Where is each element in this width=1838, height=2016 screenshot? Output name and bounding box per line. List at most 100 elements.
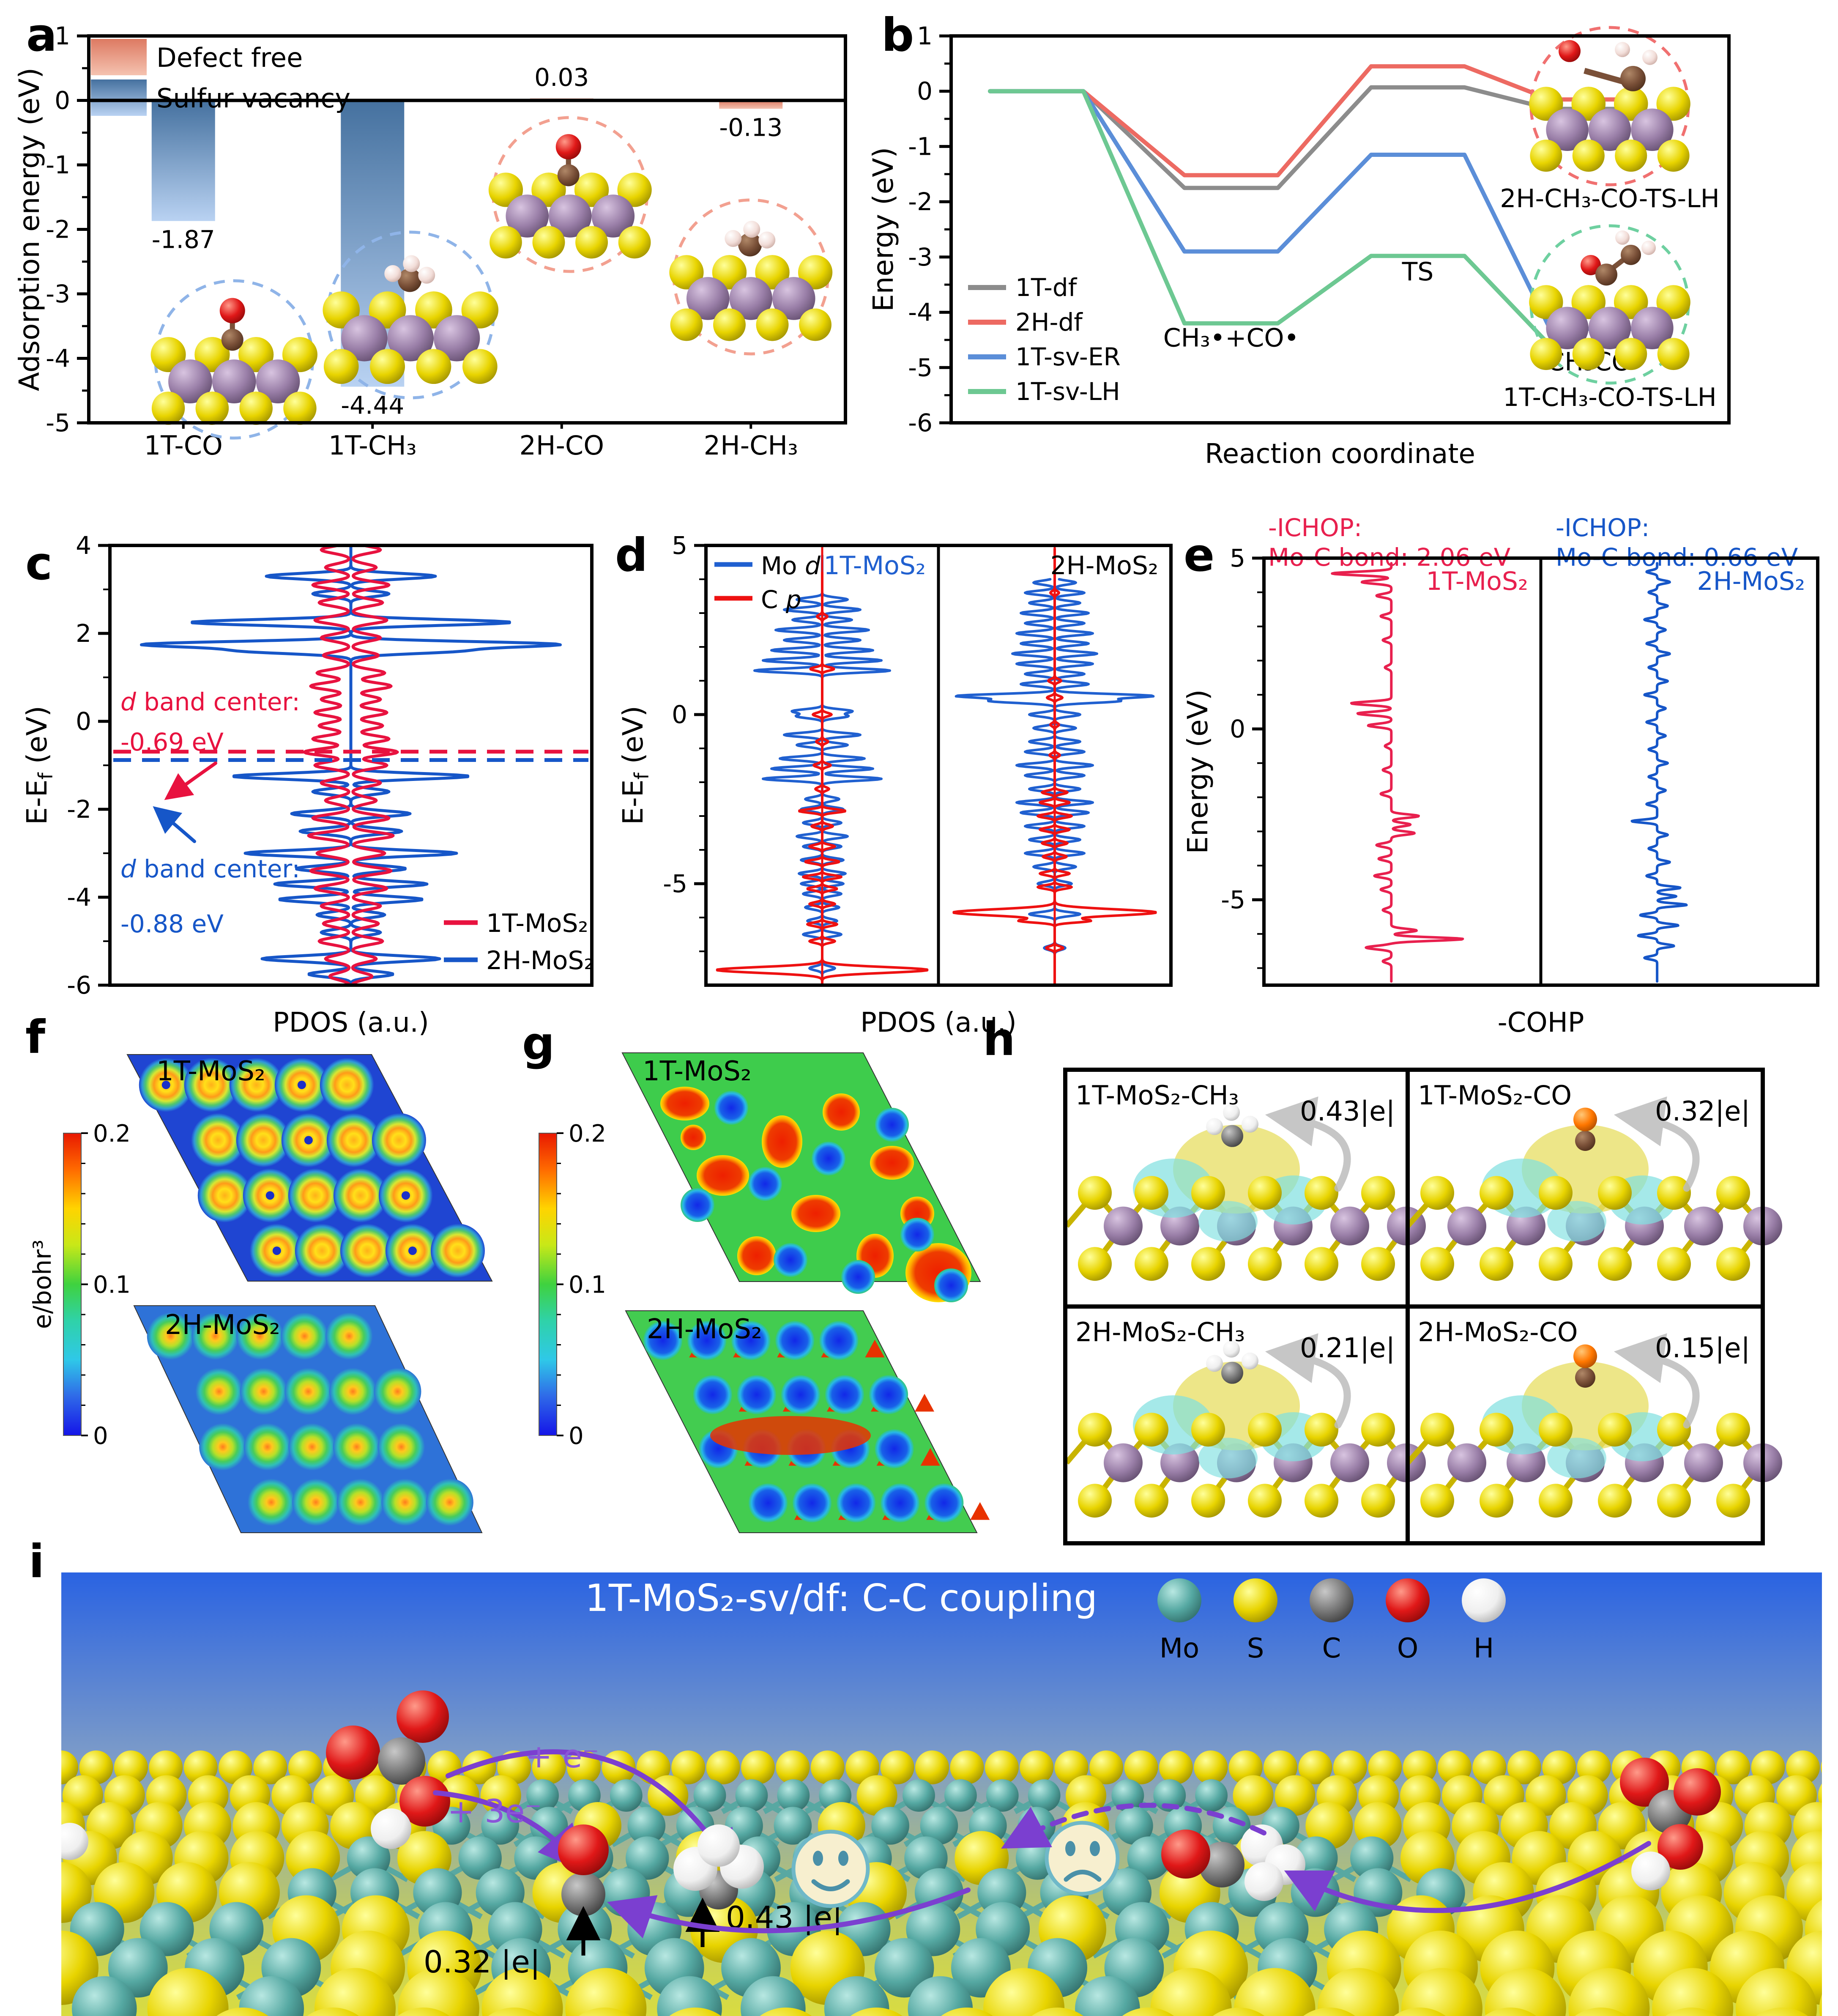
density-atom xyxy=(340,1224,394,1278)
elf-red-blob xyxy=(823,1093,860,1131)
arrow-plus-e xyxy=(446,1749,738,1878)
s-atom xyxy=(1305,1176,1338,1210)
mo-atom xyxy=(481,1807,520,1845)
colorbar xyxy=(63,1133,82,1436)
curve xyxy=(811,1879,850,1891)
elf-blue-dot xyxy=(875,1108,909,1142)
density-atom-core xyxy=(161,1080,170,1089)
panel-letter-f: f xyxy=(25,1011,45,1064)
cell-title: 1T-MoS₂-CH₃ xyxy=(1075,1080,1239,1111)
s-atom xyxy=(1089,1750,1123,1784)
s-atom xyxy=(1135,1247,1168,1281)
s-atom xyxy=(1305,1484,1338,1518)
s-atom xyxy=(238,337,274,373)
s-atom xyxy=(1614,285,1648,319)
cell-title: 1T-MoS₂-CO xyxy=(1418,1080,1572,1111)
s-atom xyxy=(370,349,405,384)
density-atom-core xyxy=(265,1191,274,1200)
axes-box xyxy=(108,544,594,987)
mo-atom xyxy=(610,1779,643,1812)
h-atom xyxy=(1223,1340,1240,1358)
panel-e-cohp-chart: -ICHOP:Mo-C bond: 2.06 eV-ICHOP:Mo-C bon… xyxy=(1182,513,1819,1038)
elf-red-triangle xyxy=(970,1502,990,1520)
elf-red-triangle xyxy=(920,1448,940,1466)
elf-blue-dot xyxy=(924,1483,964,1523)
s-atom xyxy=(574,173,609,207)
s-atom xyxy=(1318,1968,1399,2016)
y-tick-label: 5 xyxy=(1230,544,1245,572)
h-atom xyxy=(384,265,402,282)
s-atom xyxy=(253,1750,287,1784)
density-atom-core xyxy=(408,1246,417,1255)
x-tick-label: 2H-CO xyxy=(519,430,604,461)
density-atom xyxy=(377,1423,425,1471)
c-atom xyxy=(1199,1842,1244,1887)
s-atom xyxy=(1401,1968,1482,2016)
s-atom xyxy=(1305,1413,1338,1447)
cell-title: 2H-MoS₂-CH₃ xyxy=(1075,1317,1245,1348)
elf-blue-dot xyxy=(687,1321,727,1360)
elf-blue-dot xyxy=(774,1243,807,1277)
elf-red-blob xyxy=(870,1146,914,1180)
mo-atom xyxy=(874,1938,934,1998)
cell-value: 0.21|e| xyxy=(1300,1333,1395,1364)
s-atom xyxy=(239,392,273,425)
s-atom xyxy=(669,255,704,290)
s-atom xyxy=(1420,1413,1454,1447)
stage-label: CH₃•+CO• xyxy=(1163,323,1299,353)
density-atom xyxy=(284,1368,332,1416)
s-atom xyxy=(618,226,651,259)
mo-atom xyxy=(1028,1779,1061,1812)
h-atom xyxy=(1641,241,1656,255)
s-atom xyxy=(1716,1413,1750,1447)
density-atom xyxy=(329,1368,377,1416)
s-atom xyxy=(799,308,831,341)
density-atom xyxy=(292,1478,340,1526)
colorbar-tick-label: 0.2 xyxy=(93,1120,131,1148)
elf-blue-dot xyxy=(837,1483,876,1523)
s-atom xyxy=(1212,2008,1265,2016)
elf-blue-dot xyxy=(841,1260,875,1294)
legend-atom-label: H xyxy=(1474,1633,1494,1664)
s-atom xyxy=(915,1750,949,1784)
legend-swatch-sulfur-vacancy xyxy=(91,79,147,116)
s-atom xyxy=(760,2008,812,2016)
y-tick-label: 0 xyxy=(672,700,687,729)
s-atom xyxy=(755,255,790,290)
subpanel-label: 1T-MoS₂ xyxy=(823,551,926,581)
s-atom xyxy=(1305,1247,1338,1281)
s-atom xyxy=(323,349,359,384)
legend-swatch-defect-free xyxy=(91,39,147,75)
y-axis-label: Energy (eV) xyxy=(867,147,900,312)
panel-b-reaction-energy-diagram: 1 0 -1 -2 -3 -4 -5 -6 1T-df 2H-df 1T-sv-ER 1T-sv-LH… xyxy=(867,22,1731,470)
elf-blue-dot xyxy=(869,1375,908,1414)
curve xyxy=(1064,1870,1102,1882)
panel-letter-c: c xyxy=(25,537,53,590)
s-atom xyxy=(532,226,565,259)
s-atom xyxy=(1361,1484,1395,1518)
mo-atom xyxy=(1111,1779,1144,1812)
s-atom xyxy=(1657,140,1690,172)
h-atom xyxy=(743,221,760,238)
s-atom xyxy=(1194,1750,1228,1784)
legend-atom-label: O xyxy=(1397,1633,1418,1664)
s-atom xyxy=(810,1750,845,1784)
mo-atom xyxy=(591,194,635,238)
density-atom xyxy=(184,1057,238,1112)
charge-transfer-arrow xyxy=(1614,1333,1700,1429)
s-atom xyxy=(1248,1176,1282,1210)
h-atom xyxy=(697,1824,740,1867)
mo-atom xyxy=(693,1779,726,1812)
mo-atom xyxy=(741,1976,806,2016)
mo-atom xyxy=(0,1976,53,2016)
s-atom xyxy=(1530,338,1562,370)
curve xyxy=(1630,562,1688,983)
mo-atom xyxy=(871,1807,909,1845)
c-atom xyxy=(1621,244,1641,265)
s-atom xyxy=(1248,1413,1282,1447)
cell-title: 2H-MoS₂-CO xyxy=(1418,1317,1578,1348)
legend-label: C p xyxy=(761,585,801,614)
c-atom xyxy=(1595,263,1617,286)
line xyxy=(1584,68,1627,85)
